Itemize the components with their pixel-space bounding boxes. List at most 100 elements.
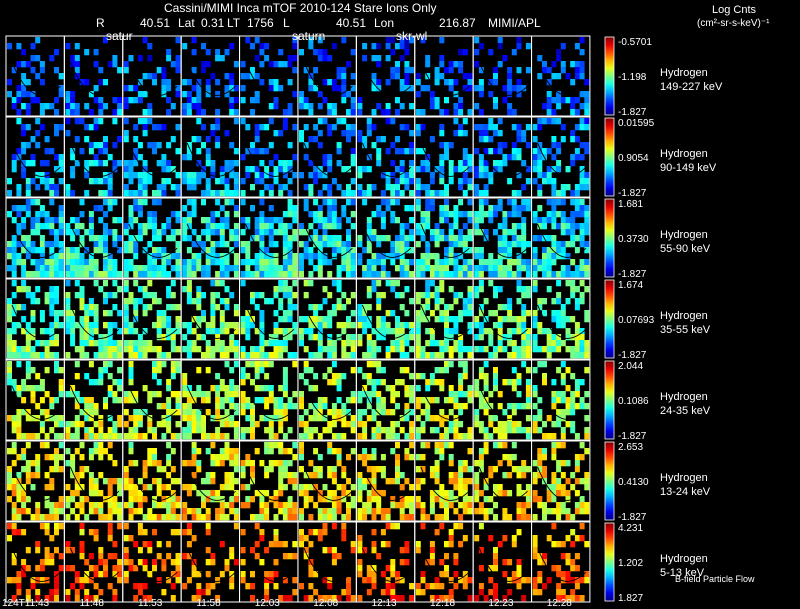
heatmap-cell [210,259,216,266]
heatmap-cell [250,352,255,359]
heatmap-cell [317,328,323,335]
heatmap-cell [74,421,80,428]
heatmap-cell [133,415,139,422]
contour-line [11,142,61,177]
heatmap-cell [458,385,464,392]
heatmap-cell [521,472,527,479]
heatmap-cell [458,49,464,56]
heatmap-cell [128,205,134,212]
heatmap-cell [16,427,22,434]
heatmap-cell [341,496,347,503]
heatmap-cell [327,346,333,353]
heatmap-cell [579,454,585,461]
heatmap-cell [439,340,445,347]
heatmap-cell [497,346,503,353]
heatmap-cell [565,298,571,305]
heatmap-cell [16,190,22,197]
heatmap-cell [112,352,118,359]
heatmap-cell [152,247,157,254]
heatmap-cell [390,385,396,392]
heatmap-cell [282,124,288,131]
heatmap-cell [395,316,400,323]
heatmap-cell [170,334,176,341]
heatmap-cell [282,409,288,416]
heatmap-cell [516,79,522,86]
heatmap-cell [117,577,123,584]
heatmap-cell [390,286,396,293]
heatmap-panel [122,521,182,603]
heatmap-cell [560,433,566,440]
heatmap-cell [182,271,188,278]
heatmap-cell [444,415,449,422]
heatmap-cell [390,589,396,596]
heatmap-cell [537,328,543,335]
heatmap-cell [93,484,99,491]
heatmap-cell [458,292,464,299]
heatmap-cell [49,241,55,248]
heatmap-cell [429,334,435,341]
heatmap-cell [385,79,391,86]
heatmap-cell [282,166,288,173]
heatmap-cell [240,190,246,197]
heatmap-cell [434,340,440,347]
heatmap-cell [54,367,59,374]
heatmap-cell [88,484,94,491]
heatmap-cell [350,310,356,317]
heatmap-cell [462,259,468,266]
heatmap-cell [191,535,197,542]
heatmap-cell [409,166,415,173]
contour-line [303,223,353,258]
heatmap-cell [166,460,172,467]
heatmap-cell [30,397,36,404]
heatmap-cell [404,241,410,248]
heatmap-cell [331,223,337,230]
heatmap-cell [254,73,260,80]
heatmap-cell [409,37,415,44]
heatmap-cell [462,433,468,440]
heatmap-cell [123,136,129,143]
heatmap-cell [395,334,400,341]
heatmap-panel [239,359,299,441]
heatmap-cell [292,172,298,179]
heatmap-cell [448,328,454,335]
heatmap-cell [287,502,293,509]
heatmap-cell [429,496,435,503]
heatmap-cell [532,316,538,323]
heatmap-cell [551,136,557,143]
heatmap-cell [79,322,85,329]
heatmap-cell [287,160,293,167]
heatmap-cell [205,91,211,98]
heatmap-cell [245,265,251,272]
heatmap-cell [574,97,580,104]
heatmap-cell [453,241,459,248]
heatmap-cell [240,229,246,236]
heatmap-cell [137,415,143,422]
heatmap-cell [21,223,27,230]
heatmap-cell [240,199,246,206]
heatmap-cell [112,595,118,602]
heatmap-cell [88,403,94,410]
heatmap-cell [259,328,265,335]
heatmap-cell [201,166,206,173]
heatmap-cell [478,334,484,341]
heatmap-cell [142,286,148,293]
heatmap-cell [250,97,255,104]
heatmap-cell [551,298,557,305]
heatmap-cell [322,397,328,404]
heatmap-cell [331,340,337,347]
heatmap-cell [112,166,118,173]
heatmap-cell [350,595,356,602]
heatmap-cell [205,559,211,566]
heatmap-cell [292,205,298,212]
heatmap-cell [245,241,251,248]
heatmap-cell [434,265,440,272]
heatmap-cell [362,508,368,515]
heatmap-cell [175,529,181,536]
colorbar-frame [604,198,615,278]
heatmap-cell [268,421,274,428]
heatmap-cell [474,508,480,515]
heatmap-cell [98,373,104,380]
heatmap-cell [336,118,342,125]
heatmap-cell [313,529,319,536]
heatmap-cell [44,223,50,230]
